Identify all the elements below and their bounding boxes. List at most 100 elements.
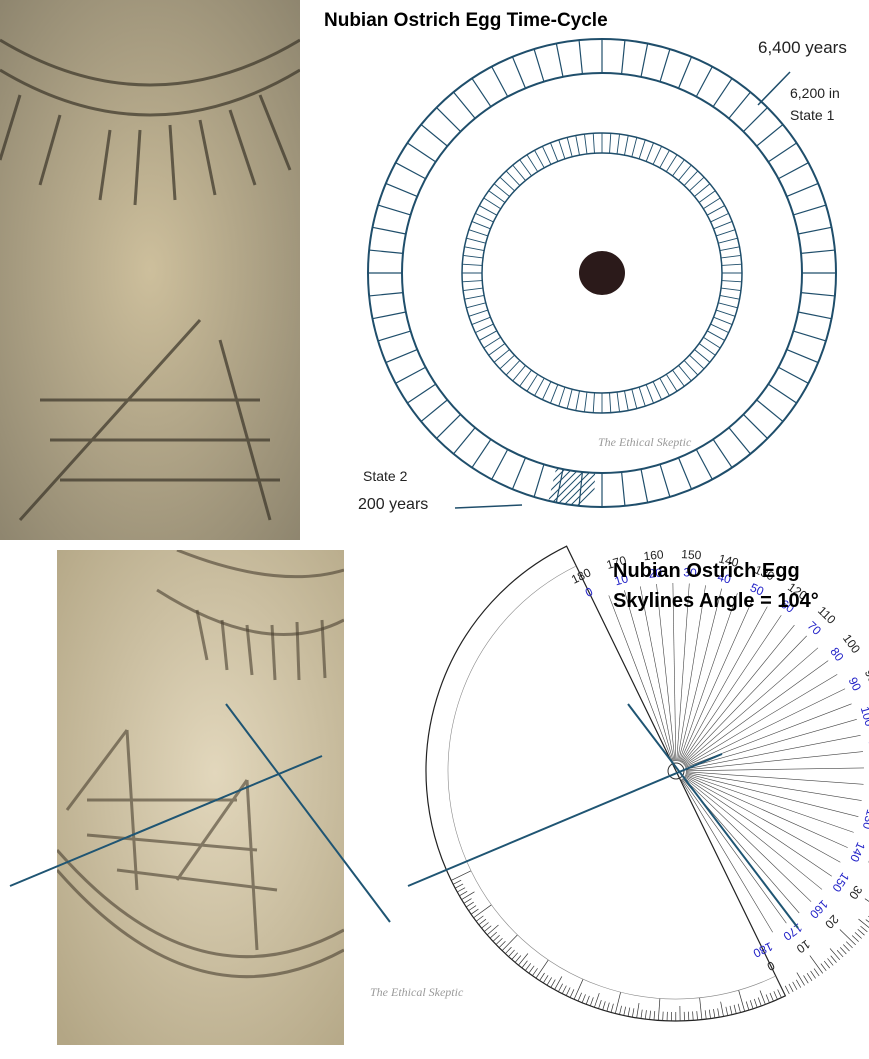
hatch-line [548, 467, 585, 507]
hatch-line [565, 467, 596, 507]
protractor-ray [684, 775, 841, 863]
inner-segment-divider [483, 197, 501, 210]
protractor-tick [644, 1010, 647, 1020]
protractor-inner-label: 80 [827, 645, 846, 664]
inner-segment-divider [645, 384, 654, 404]
outer-segment-divider [420, 124, 448, 147]
protractor-ray [672, 583, 677, 762]
inner-segment-divider [694, 349, 711, 363]
inner-segment-divider [659, 377, 670, 396]
inner-segment-divider [505, 360, 521, 376]
protractor-ray [684, 688, 846, 767]
outer-segment-divider [793, 330, 827, 342]
protractor-outer-label: 20 [822, 912, 842, 932]
inner-segment-divider [698, 343, 716, 356]
inner-segment-divider [694, 183, 711, 197]
outer-segment-divider [555, 43, 564, 77]
inner-segment-divider [638, 386, 646, 407]
outer-segment-divider [491, 66, 509, 97]
inner-segment-divider [575, 390, 580, 411]
inner-segment-divider [616, 391, 620, 412]
protractor-outer-label: 140 [717, 551, 740, 570]
outer-segment-divider [728, 427, 751, 455]
outer-segment-divider [798, 311, 832, 320]
protractor-tick [733, 1004, 737, 1014]
inner-segment-divider [505, 170, 521, 186]
protractor-tick [598, 1000, 602, 1009]
protractor-tick [820, 963, 827, 972]
protractor-tick [803, 975, 809, 984]
protractor-tick [854, 932, 862, 939]
outer-segment-divider [728, 91, 751, 119]
protractor-tick [627, 1007, 631, 1017]
protractor-tick [653, 1011, 656, 1021]
protractor-tick [525, 963, 532, 971]
protractor-tick [454, 883, 464, 889]
protractor-tick [769, 992, 774, 1002]
protractor-tick [717, 1008, 720, 1018]
protractor-inner-label: 70 [805, 618, 825, 638]
protractor-inner-label: 40 [716, 570, 733, 587]
inner-segment-divider [493, 183, 510, 197]
state1-label-line2: State 1 [790, 107, 835, 123]
inner-segment-divider [689, 176, 705, 192]
protractor-tick [543, 975, 549, 984]
inner-segment-divider [713, 221, 733, 230]
inner-segment-divider [512, 365, 526, 382]
protractor-tick [696, 1011, 698, 1021]
inner-segment-divider [659, 150, 670, 169]
protractor-ray [684, 776, 832, 877]
outer-segment-divider [712, 438, 733, 468]
protractor-tick [561, 985, 567, 994]
inner-segment-divider [609, 392, 612, 413]
inner-segment-divider [541, 381, 552, 400]
protractor-tick [810, 970, 816, 979]
inner-segment-divider [678, 164, 692, 181]
protractor-tick [606, 1002, 610, 1012]
protractor-ray [683, 660, 829, 766]
inner-segment-divider [616, 134, 620, 155]
protractor-tick [725, 1006, 729, 1016]
outer-segment-divider [778, 366, 809, 384]
protractor-outer-label: 170 [605, 553, 628, 572]
outer-segment-divider [742, 107, 768, 133]
protractor-ray [683, 777, 823, 890]
inner-segment-divider [715, 309, 736, 317]
protractor-ray [682, 777, 812, 902]
hatch-line [548, 467, 596, 507]
protractor-ray [684, 674, 838, 767]
outer-segment-divider [695, 66, 713, 97]
hatch-line [551, 467, 596, 507]
inner-segment-divider [479, 330, 498, 341]
protractor-ray [678, 593, 738, 762]
inner-segment-divider [566, 137, 573, 157]
protractor-tick [577, 992, 582, 1002]
inner-segment-divider [534, 150, 545, 169]
protractor-tick [657, 998, 661, 1021]
protractor-tick [501, 934, 518, 951]
protractor-ray [682, 624, 795, 764]
inner-segment-divider [720, 255, 741, 259]
inner-segment-divider [468, 229, 489, 237]
protractor-outer-label: 40 [865, 850, 869, 868]
outer-segment-divider [578, 40, 583, 75]
protractor-tick [829, 948, 841, 961]
inner-segment-divider [609, 133, 612, 154]
hatch-line [548, 467, 596, 507]
protractor-rays [608, 583, 864, 933]
protractor-tick [457, 887, 466, 893]
inner-segment-divider [706, 330, 725, 341]
inner-segment-divider [624, 390, 629, 411]
protractor-tick [511, 952, 518, 960]
outer-segment-divider [377, 204, 411, 216]
outer-segment-divider [640, 469, 649, 503]
protractor-tick [569, 989, 575, 998]
inner-segment-divider [519, 369, 532, 387]
outer-segment-divider [511, 56, 527, 89]
egg-photo-top [0, 0, 300, 540]
outer-segment-divider [407, 142, 437, 163]
hatch-line [548, 467, 550, 507]
center-dot [579, 251, 625, 295]
protractor-inner-label: 30 [683, 565, 698, 580]
protractor-tick [851, 935, 859, 942]
